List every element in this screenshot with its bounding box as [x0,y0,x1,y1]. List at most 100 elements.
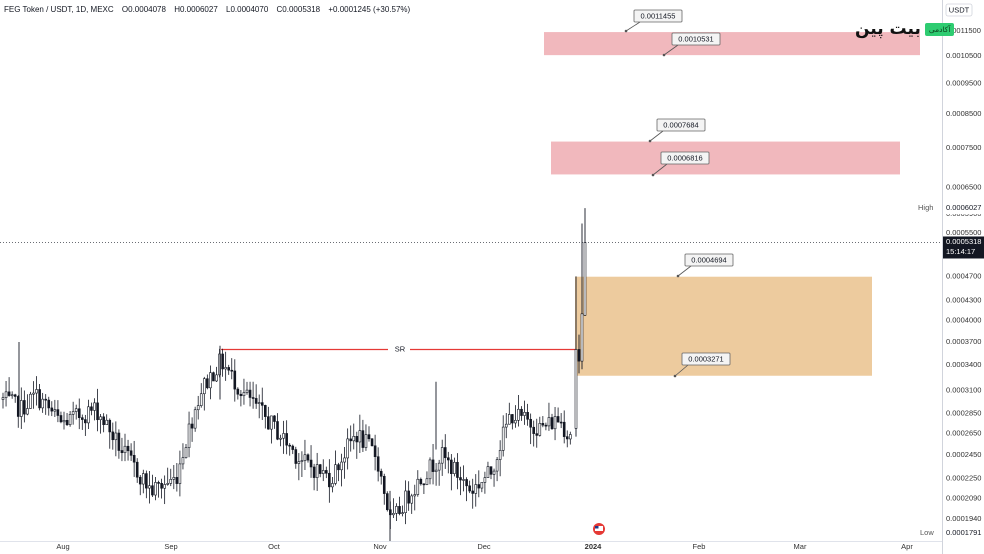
callout-box [671,32,721,46]
candle-body [507,414,511,425]
candle-body [236,388,240,395]
high-marker-label: High [918,203,933,212]
price-callout-3[interactable]: 0.0007684 [648,118,706,143]
candle-body [126,445,130,452]
candle-body [324,470,328,474]
callout-text: 0.0010531 [678,34,713,43]
candle-body [321,470,325,474]
candle-body [160,483,163,489]
candle-body [248,389,252,398]
candle-body [541,423,545,426]
candle-body [535,433,539,436]
candle-body [251,397,255,399]
candle-body [212,372,215,382]
candle-body [181,457,185,465]
breakout-candle-4 [583,208,587,316]
flag-stripe [595,526,603,531]
candle-body [77,408,81,418]
candle-body [328,472,331,488]
candle-body [477,484,481,489]
candle-body [270,415,273,430]
candle-body [242,392,246,397]
price-tick: 0.0002450 [946,450,981,459]
candle-body [62,419,66,423]
candle-body [87,406,90,424]
symbol-title[interactable]: FEG Token / USDT, 1D, MEXC [4,5,114,14]
candle-body [577,349,581,362]
candle-body [117,432,121,451]
candle-body [456,461,459,478]
low-marker-value: 0.0001791 [946,528,981,537]
price-callout-4[interactable]: 0.0006816 [651,151,710,177]
candle-body [517,408,520,421]
candle-body [370,438,374,447]
candle-body [135,461,139,478]
candle-body [32,392,35,395]
candle-body [431,459,435,472]
callout-box [633,9,683,23]
candle-body [337,464,340,471]
candle-body [257,402,261,404]
callout-anchor [648,139,652,143]
candle-body [285,433,288,446]
candle-body [318,464,322,474]
candle-body [120,450,124,454]
brand-badge: آکادمی [924,22,955,36]
candle-body [19,400,23,417]
candle-body [340,461,343,471]
candle-body [267,416,270,430]
candle-body [453,461,456,474]
candle-body [288,444,292,447]
price-tick: 0.0009500 [946,78,981,87]
supply-zone-2[interactable] [551,141,900,175]
candle-body [309,459,313,468]
supply-zone-1[interactable] [544,32,920,56]
candle-body [227,367,230,371]
high-marker-value: 0.0006027 [946,203,981,212]
callout-box [681,352,731,366]
candle-body [565,436,569,440]
candle-body [568,434,572,440]
low-marker-label: Low [920,528,934,537]
candle-body [440,447,444,464]
candle-body [343,457,346,463]
flag-canton [595,526,599,529]
price-callout-1[interactable]: 0.0011455 [624,9,683,33]
callout-anchor [676,274,680,278]
sr-label: SR [395,344,406,353]
price-callout-5[interactable]: 0.0004694 [676,253,734,278]
candle-body [93,402,96,411]
candle-body [523,412,526,416]
candle-body [514,419,517,424]
candle-body [404,490,407,513]
callout-anchor [662,53,666,57]
candle-body [450,459,453,474]
close-value: C0.0005318 [276,5,321,14]
candle-body [175,477,179,484]
candle-body [74,408,78,412]
price-tick: 0.0004300 [946,296,981,305]
candle-body [157,482,160,484]
symbol-legend: FEG Token / USDT, 1D, MEXC O0.0004078 H0… [4,5,416,14]
candle-body [361,430,365,448]
currency-badge[interactable] [945,3,973,17]
candle-body [123,445,127,454]
last-price-badge [943,236,984,259]
callout-anchor [624,29,628,33]
breakout-candle-1 [574,276,578,437]
candle-body [41,398,44,409]
candle-body [462,479,465,481]
candle-body [260,402,264,406]
candle-body [580,313,584,362]
price-callout-2[interactable]: 0.0010531 [662,32,721,57]
events-flag-icon[interactable] [593,523,605,535]
candle-body [416,478,420,495]
price-tick: 0.0003100 [946,385,981,394]
candle-body [105,419,108,425]
price-callout-6[interactable]: 0.0003271 [673,352,731,378]
candle-body [480,482,484,489]
candle-body [178,463,182,484]
time-tick: 2024 [585,542,603,551]
candle-body [346,438,349,459]
